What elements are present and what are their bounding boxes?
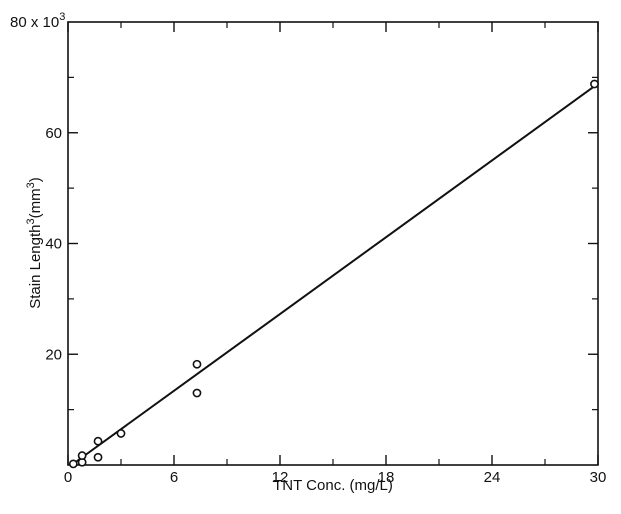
y-tick-label: 40 [45, 236, 62, 253]
data-point [116, 429, 126, 438]
y-axis-title-main: Stain Length [27, 225, 44, 309]
x-tick-label: 0 [64, 469, 72, 486]
plot-frame [67, 21, 599, 466]
y-tick-label: 20 [45, 346, 62, 363]
data-point [93, 436, 103, 446]
x-tick-label: 18 [378, 469, 395, 486]
x-tick-label: 12 [272, 469, 289, 486]
data-point [68, 459, 78, 469]
data-points-layer [68, 79, 599, 469]
y-axis-title-unit-open: (mm [27, 188, 44, 218]
x-tick-label: 6 [170, 469, 178, 486]
data-point [192, 359, 202, 369]
data-point [590, 79, 599, 89]
fit-line-layer [70, 85, 596, 466]
data-point [192, 388, 202, 398]
y-tick-label: 60 [45, 125, 62, 142]
y-axis-title-unit-close: ) [27, 177, 44, 182]
data-point [77, 451, 87, 460]
regression-line [70, 85, 596, 466]
x-axis-title: TNT Conc. (mg/L) [273, 477, 393, 494]
x-tick-label: 24 [484, 469, 501, 486]
tick-labels-layer: 0 6 12 18 24 30 20 40 60 [45, 125, 606, 486]
y-axis-title: Stain Length3(mm3) [25, 177, 44, 309]
x-tick-label: 30 [590, 469, 607, 486]
y-axis-title-unit-superscript: 3 [25, 182, 37, 188]
y-top-tick-label: 80 x 103 [10, 11, 65, 31]
y-axis-title-superscript: 3 [25, 218, 37, 224]
ticks-layer [67, 22, 599, 465]
data-point [93, 452, 103, 462]
y-top-tick-label-superscript: 3 [59, 11, 65, 23]
y-top-tick-label-main: 80 x 10 [10, 14, 59, 31]
